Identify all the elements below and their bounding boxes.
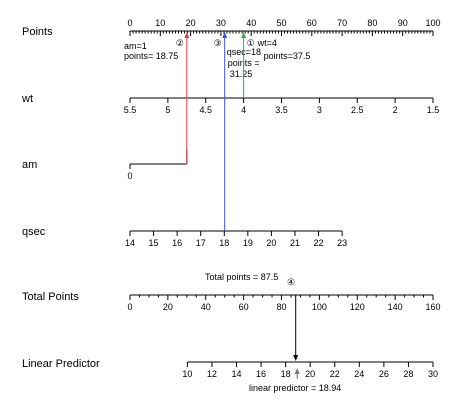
row-label-linear-predictor: Linear Predictor	[22, 358, 100, 370]
tick-label-total-points: 0	[127, 302, 132, 312]
tick-label-linear-predictor: 30	[428, 369, 438, 379]
marker-2: ②	[176, 38, 184, 48]
tick-label-qsec: 16	[172, 238, 182, 248]
tick-label-wt: 5.5	[124, 105, 137, 115]
tick-label-linear-predictor: 24	[354, 369, 364, 379]
annotation-am-line2: points= 18.75	[124, 51, 178, 61]
annotation-total-points: Total points = 87.5	[205, 272, 278, 282]
am-connector-arrow	[184, 32, 190, 38]
tick-label-am: 0	[127, 171, 132, 181]
tick-label-qsec: 22	[314, 238, 324, 248]
tick-label-points: 80	[367, 18, 377, 28]
tick-label-total-points: 140	[388, 302, 403, 312]
tick-label-points: 100	[425, 18, 440, 28]
tick-label-points: 60	[307, 18, 317, 28]
tick-label-points: 30	[216, 18, 226, 28]
tick-label-linear-predictor: 26	[379, 369, 389, 379]
annotation-linear-predictor: linear predictor = 18.94	[249, 383, 341, 393]
tick-label-wt: 4.5	[199, 105, 212, 115]
tick-label-qsec: 21	[290, 238, 300, 248]
row-label-points: Points	[22, 26, 53, 38]
tick-label-points: 0	[127, 18, 132, 28]
row-label-wt: wt	[21, 93, 33, 105]
marker-3: ③	[214, 38, 222, 48]
wt-connector-arrow	[241, 32, 247, 38]
annotation-am-line1: am=1	[124, 41, 147, 51]
tick-label-qsec: 23	[337, 238, 347, 248]
annotation-wt-line2: points=37.5	[264, 51, 311, 61]
tick-label-points: 90	[398, 18, 408, 28]
marker-1: ①	[247, 38, 255, 48]
row-label-am: am	[22, 159, 37, 171]
total-connector-arrow	[293, 355, 299, 361]
qsec-connector-arrow	[222, 32, 228, 38]
marker-4: ④	[287, 277, 295, 287]
tick-label-linear-predictor: 22	[330, 369, 340, 379]
tick-label-wt: 5	[165, 105, 170, 115]
tick-label-total-points: 100	[312, 302, 327, 312]
annotation-wt-line1: wt=4	[257, 38, 277, 48]
tick-label-qsec: 18	[219, 238, 229, 248]
tick-label-linear-predictor: 10	[182, 369, 192, 379]
tick-label-wt: 2	[393, 105, 398, 115]
tick-label-wt: 3.5	[275, 105, 288, 115]
tick-label-total-points: 160	[425, 302, 440, 312]
tick-label-qsec: 17	[196, 238, 206, 248]
annotation-qsec-line3: 31.25	[230, 69, 253, 79]
tick-label-qsec: 14	[125, 238, 135, 248]
linear-predictor-arrow	[294, 368, 300, 374]
tick-label-qsec: 19	[243, 238, 253, 248]
tick-label-total-points: 120	[350, 302, 365, 312]
row-label-total-points: Total Points	[22, 291, 79, 303]
tick-label-linear-predictor: 20	[305, 369, 315, 379]
tick-label-linear-predictor: 12	[207, 369, 217, 379]
tick-label-points: 50	[276, 18, 286, 28]
tick-label-points: 40	[246, 18, 256, 28]
tick-label-total-points: 80	[276, 302, 286, 312]
tick-label-total-points: 20	[163, 302, 173, 312]
tick-label-linear-predictor: 14	[231, 369, 241, 379]
tick-label-qsec: 20	[266, 238, 276, 248]
tick-label-wt: 2.5	[351, 105, 364, 115]
tick-label-points: 20	[186, 18, 196, 28]
tick-label-wt: 1.5	[427, 105, 440, 115]
tick-label-points: 70	[337, 18, 347, 28]
tick-label-linear-predictor: 18	[281, 369, 291, 379]
tick-label-total-points: 60	[239, 302, 249, 312]
tick-label-linear-predictor: 16	[256, 369, 266, 379]
tick-label-qsec: 15	[149, 238, 159, 248]
tick-label-points: 10	[155, 18, 165, 28]
tick-label-linear-predictor: 28	[403, 369, 413, 379]
row-label-qsec: qsec	[22, 226, 46, 238]
tick-label-wt: 3	[317, 105, 322, 115]
tick-label-total-points: 40	[201, 302, 211, 312]
tick-label-wt: 4	[241, 105, 246, 115]
